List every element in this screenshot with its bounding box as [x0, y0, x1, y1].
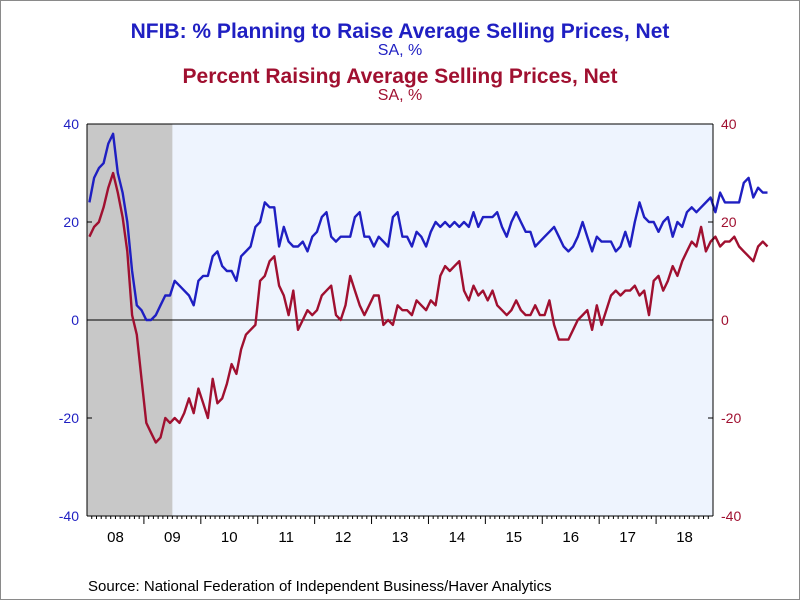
left-tick-label: -20	[59, 410, 79, 426]
series1-title: NFIB: % Planning to Raise Average Sellin…	[130, 20, 670, 43]
right-tick-label: -40	[721, 508, 741, 524]
source-note: Source: National Federation of Independe…	[88, 578, 552, 595]
x-tick-label: 14	[449, 529, 466, 546]
x-tick-label: 10	[221, 529, 238, 546]
x-tick-label: 16	[562, 529, 579, 546]
x-tick-label: 11	[278, 529, 294, 546]
series2-title: Percent Raising Average Selling Prices, …	[182, 65, 618, 88]
x-tick-label: 08	[107, 529, 124, 546]
right-tick-label: 20	[721, 214, 737, 230]
series-line-2	[88, 171, 769, 444]
left-tick-label: 0	[71, 312, 79, 328]
left-tick-label: 40	[63, 116, 79, 132]
series2-subtitle: SA, %	[377, 87, 423, 104]
x-tick-label: 15	[505, 529, 522, 546]
right-tick-label: 40	[721, 116, 737, 132]
x-tick-label: 13	[392, 529, 409, 546]
x-tick-label: 18	[676, 529, 693, 546]
x-tick-label: 12	[335, 529, 352, 546]
right-tick-label: 0	[721, 312, 729, 328]
series-line-1	[88, 132, 768, 322]
x-tick-label: 09	[164, 529, 181, 546]
series1-subtitle: SA, %	[377, 42, 423, 59]
left-tick-label: 20	[63, 214, 79, 230]
x-tick-label: 17	[619, 529, 636, 546]
left-tick-label: -40	[59, 508, 79, 524]
right-tick-label: -20	[721, 410, 741, 426]
